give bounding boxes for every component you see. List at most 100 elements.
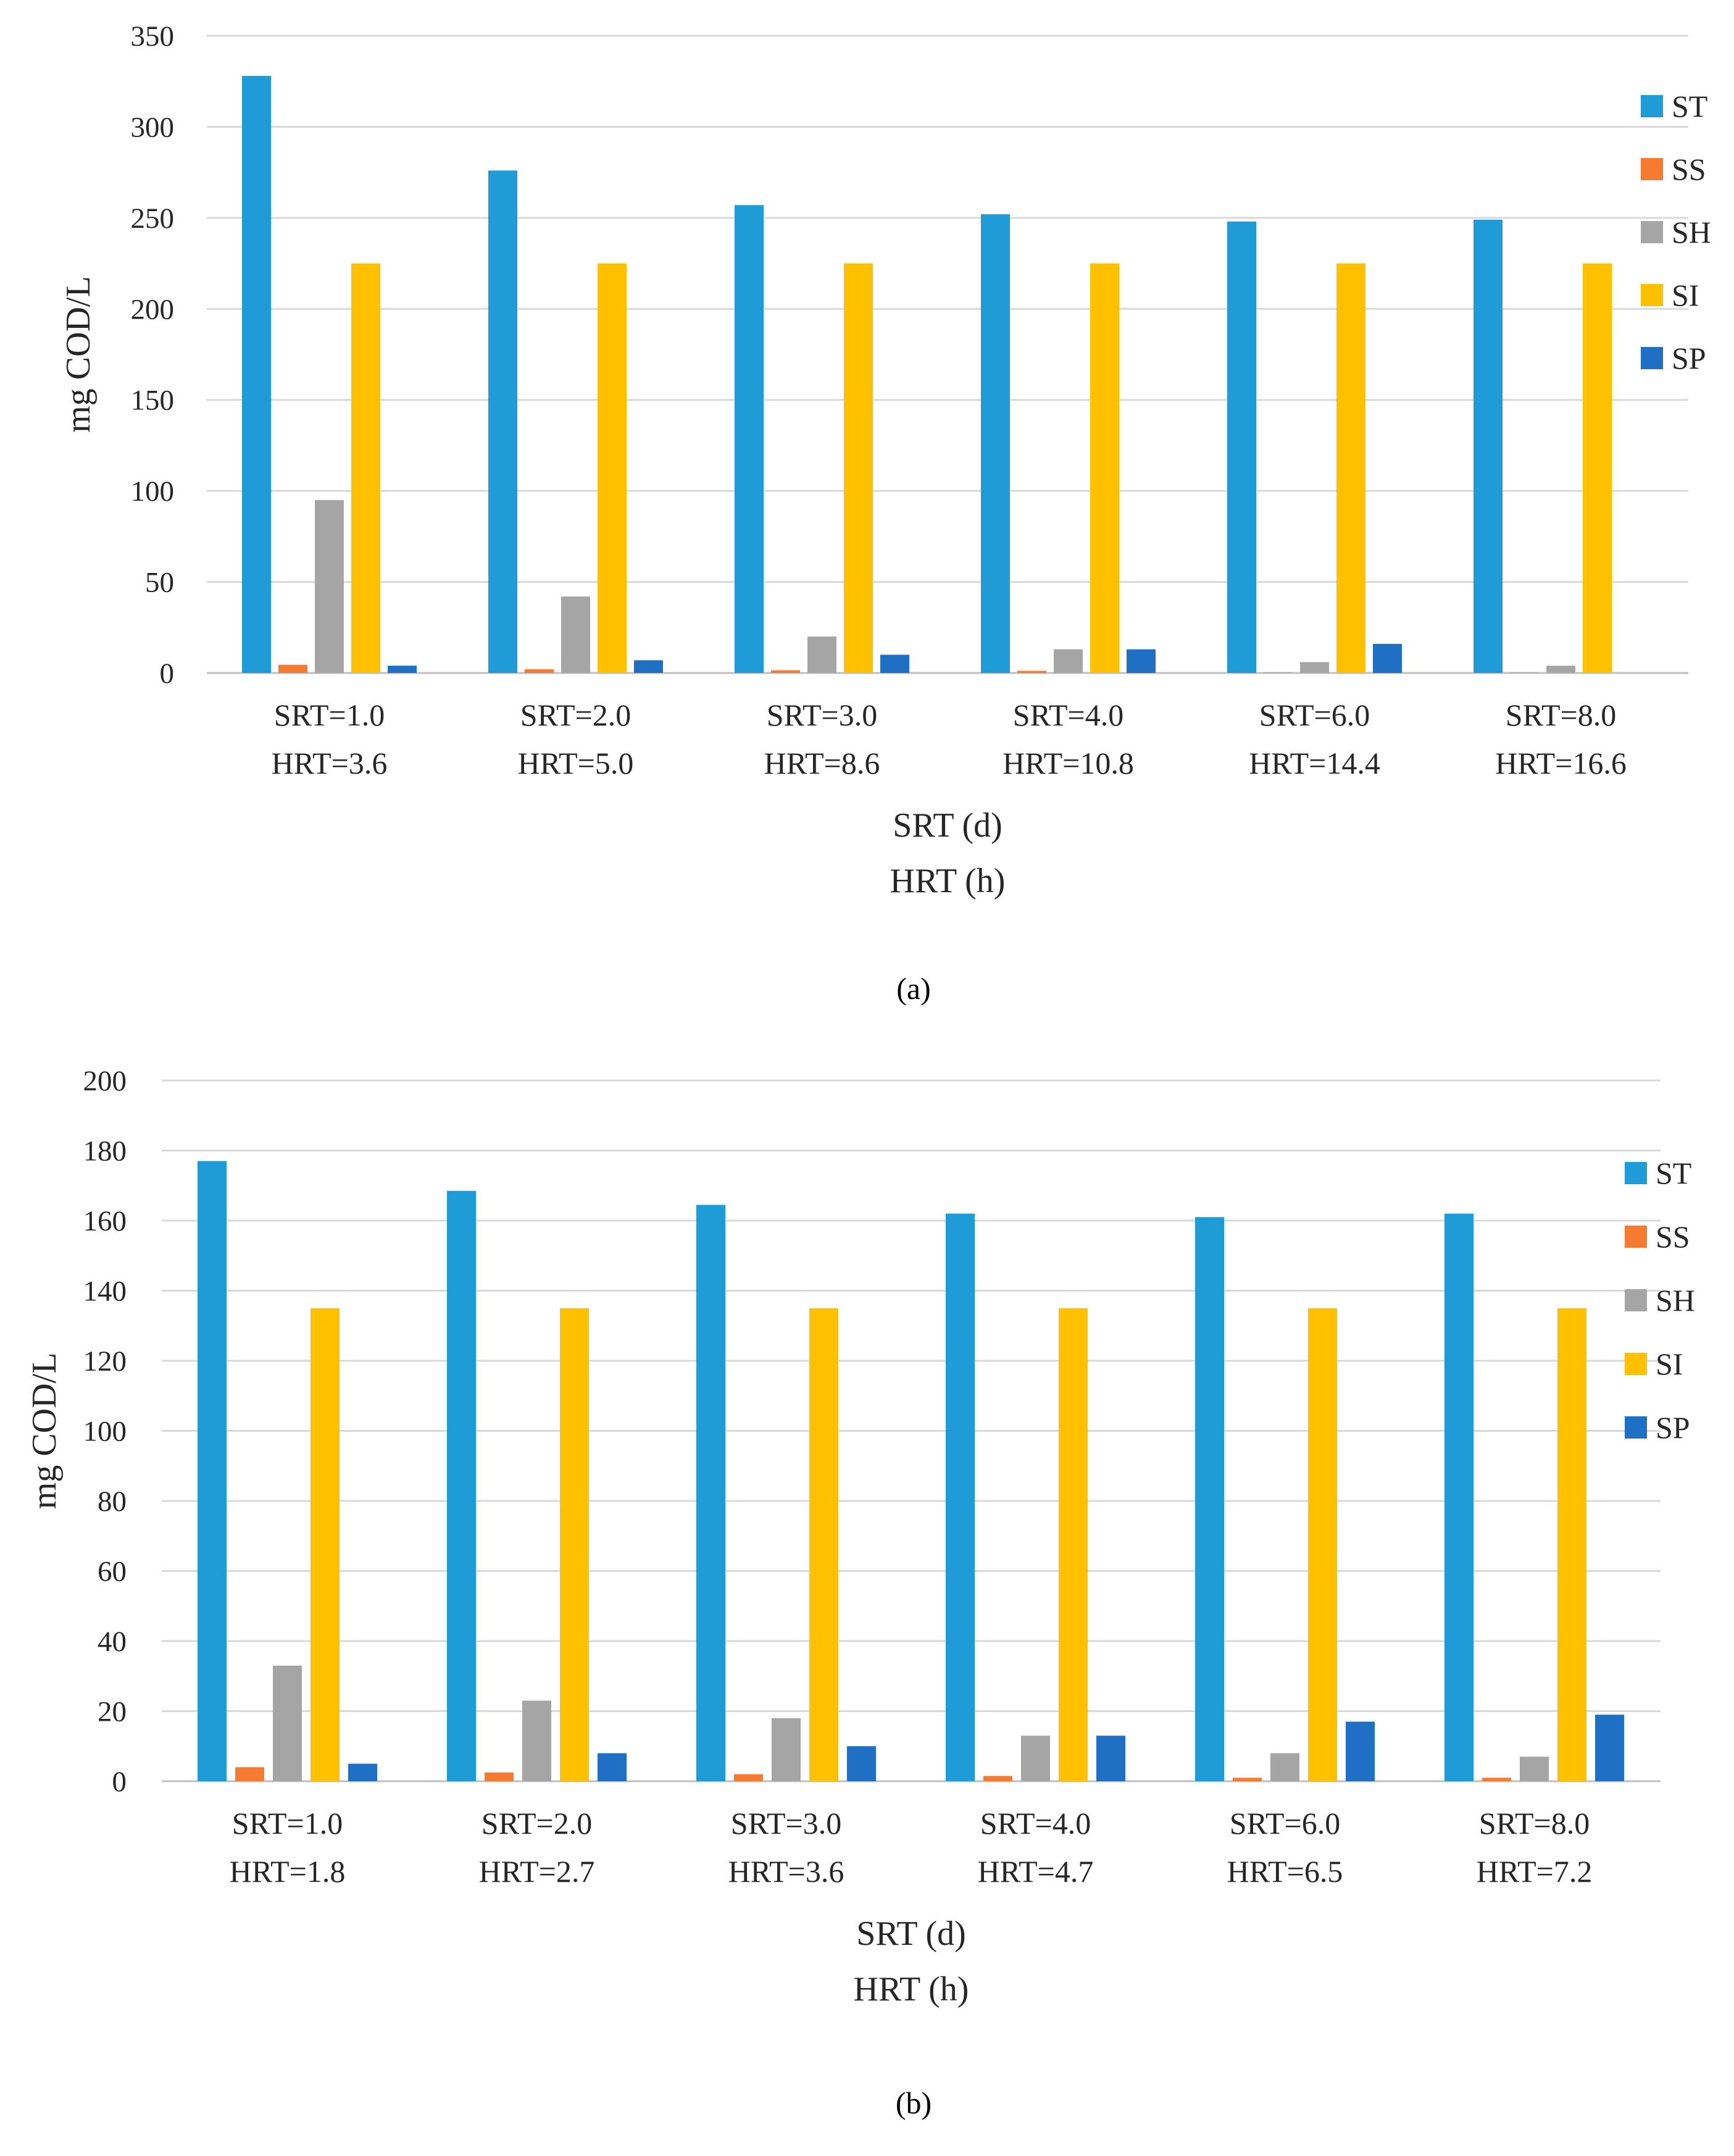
panel-caption: (a) bbox=[896, 971, 931, 1006]
x-category-label: SRT=8.0 bbox=[1506, 698, 1616, 732]
bar-sp bbox=[880, 654, 909, 673]
bar-ss bbox=[1264, 672, 1293, 673]
bar-sh bbox=[1054, 649, 1083, 673]
bar-si bbox=[844, 263, 873, 674]
x-category-label: HRT=10.8 bbox=[1002, 746, 1134, 780]
bar-sp bbox=[1373, 643, 1402, 673]
bar-ss bbox=[485, 1772, 514, 1781]
legend-label: SH bbox=[1656, 1283, 1695, 1318]
bar-sp bbox=[847, 1746, 876, 1781]
bar-st bbox=[1444, 1213, 1473, 1781]
y-tick-label: 40 bbox=[98, 1626, 127, 1658]
x-category-label: SRT=1.0 bbox=[232, 1806, 343, 1841]
x-category-label: SRT=1.0 bbox=[274, 698, 385, 732]
x-axis-title: HRT (h) bbox=[890, 862, 1006, 900]
bar-st bbox=[1227, 221, 1256, 673]
bar-sp bbox=[388, 666, 417, 673]
bar-sh bbox=[807, 637, 836, 673]
legend-label: SI bbox=[1672, 278, 1699, 312]
y-tick-label: 300 bbox=[131, 111, 175, 143]
bar-sh bbox=[1300, 662, 1329, 673]
x-axis-title: SRT (d) bbox=[893, 806, 1002, 845]
legend-label: SI bbox=[1656, 1347, 1683, 1381]
y-tick-label: 250 bbox=[131, 203, 175, 235]
y-tick-label: 100 bbox=[83, 1416, 127, 1448]
chart-b: 0 20 40 60 80 100 120 140 160 180 200 SRT=1.0 HRT=1.… bbox=[25, 1065, 1695, 2120]
bar-st bbox=[1195, 1217, 1224, 1781]
bar-sh bbox=[1520, 1757, 1549, 1781]
bar-sp bbox=[1595, 1715, 1624, 1781]
bar-st bbox=[981, 214, 1010, 674]
y-tick-label: 20 bbox=[98, 1696, 127, 1728]
x-category-label: HRT=7.2 bbox=[1477, 1854, 1593, 1889]
bar-sh bbox=[1021, 1736, 1050, 1781]
y-tick-label: 100 bbox=[131, 475, 175, 508]
bar-sp bbox=[1346, 1721, 1375, 1781]
legend-swatch-sp bbox=[1641, 347, 1663, 369]
bar-sp bbox=[598, 1753, 627, 1781]
bar-ss bbox=[1482, 1778, 1511, 1781]
bar-si bbox=[1308, 1308, 1337, 1781]
bar-ss bbox=[235, 1767, 264, 1781]
x-axis-title: SRT (d) bbox=[856, 1915, 966, 1953]
legend-label: SS bbox=[1656, 1219, 1690, 1254]
bar-si bbox=[1059, 1308, 1088, 1781]
x-category-label: HRT=1.8 bbox=[230, 1854, 346, 1889]
legend-swatch-sp bbox=[1625, 1416, 1647, 1439]
bar-ss bbox=[1233, 1778, 1262, 1781]
bar-si bbox=[560, 1308, 589, 1781]
legend: ST SS SH SI SP bbox=[1641, 89, 1711, 375]
bar-sh bbox=[522, 1700, 551, 1781]
bar-st bbox=[1473, 219, 1503, 673]
bar-st bbox=[198, 1161, 227, 1781]
x-category-label: SRT=4.0 bbox=[980, 1806, 1091, 1841]
panel-caption: (b) bbox=[896, 2086, 932, 2120]
y-tick-label: 0 bbox=[160, 658, 175, 690]
legend-swatch-ss bbox=[1625, 1226, 1647, 1248]
bar-st bbox=[488, 170, 517, 673]
bar-sh bbox=[315, 499, 344, 673]
y-axis-title: mg COD/L bbox=[59, 276, 98, 433]
legend-swatch-sh bbox=[1625, 1289, 1647, 1311]
legend-label: SS bbox=[1672, 152, 1706, 186]
legend-label: SH bbox=[1672, 215, 1711, 249]
bar-st bbox=[696, 1205, 725, 1781]
x-category-label: SRT=3.0 bbox=[767, 698, 877, 732]
y-tick-label: 50 bbox=[145, 567, 174, 599]
y-tick-label: 140 bbox=[83, 1276, 127, 1308]
legend-label: SP bbox=[1656, 1410, 1690, 1445]
legend-swatch-si bbox=[1625, 1353, 1647, 1375]
bar-st bbox=[242, 75, 271, 673]
bar-sh bbox=[561, 596, 590, 673]
x-category-label: HRT=6.5 bbox=[1227, 1854, 1343, 1889]
bar-sp bbox=[634, 660, 663, 673]
legend-swatch-ss bbox=[1641, 158, 1663, 180]
x-category-label: HRT=3.6 bbox=[272, 746, 388, 780]
x-category-label: SRT=2.0 bbox=[481, 1806, 592, 1841]
legend-swatch-st bbox=[1625, 1162, 1647, 1184]
bar-si bbox=[1336, 263, 1365, 674]
bar-ss bbox=[278, 664, 307, 673]
bar-sh bbox=[1546, 666, 1575, 673]
bar-st bbox=[946, 1213, 975, 1781]
x-category-label: HRT=5.0 bbox=[518, 746, 634, 780]
x-category-label: SRT=3.0 bbox=[731, 1806, 841, 1841]
bar-ss bbox=[771, 670, 800, 673]
bar-ss bbox=[983, 1776, 1012, 1781]
x-category-label: SRT=2.0 bbox=[520, 698, 631, 732]
bar-si bbox=[351, 263, 380, 674]
x-category-label: SRT=4.0 bbox=[1013, 698, 1123, 732]
bar-ss bbox=[525, 669, 554, 673]
bar-sp bbox=[1096, 1736, 1125, 1781]
bar-ss bbox=[1510, 672, 1539, 673]
y-tick-label: 80 bbox=[98, 1485, 127, 1518]
legend-label: ST bbox=[1656, 1156, 1691, 1190]
bar-sp bbox=[1127, 649, 1156, 673]
bar-st bbox=[735, 205, 764, 673]
legend-label: SP bbox=[1672, 341, 1706, 375]
bar-ss bbox=[1017, 671, 1046, 673]
x-category-label: SRT=8.0 bbox=[1479, 1806, 1590, 1841]
bar-si bbox=[1090, 263, 1119, 674]
legend-swatch-st bbox=[1641, 95, 1663, 117]
